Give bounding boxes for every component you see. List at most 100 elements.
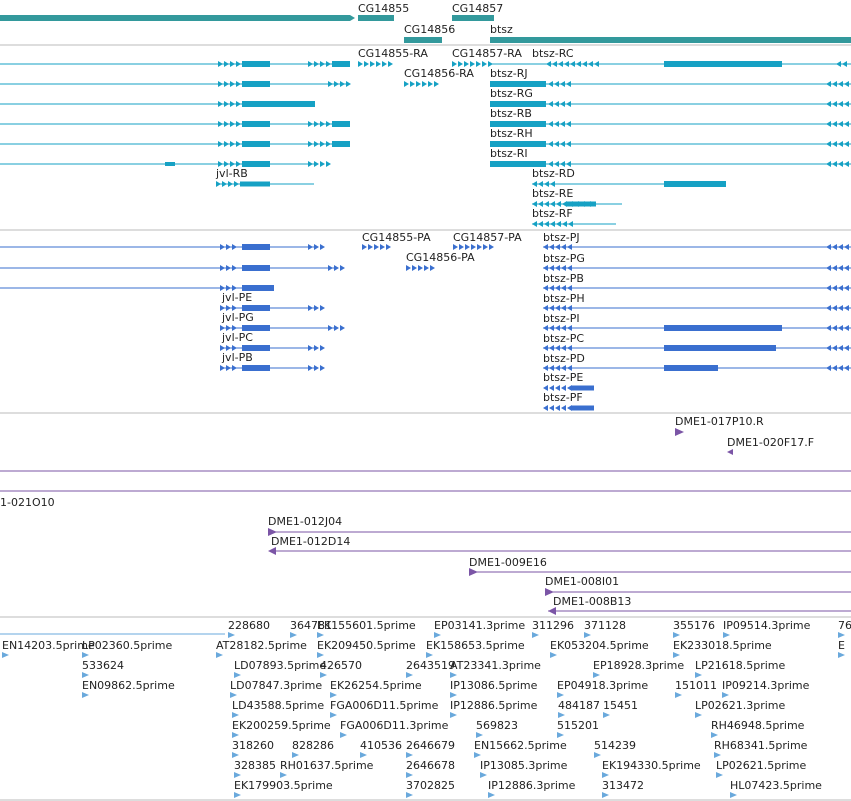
feature-arrow[interactable] xyxy=(230,141,235,147)
feature-arrow[interactable] xyxy=(410,81,415,87)
feature-arrow[interactable] xyxy=(549,244,554,250)
feature-label[interactable]: HL07423.5prime xyxy=(730,779,822,792)
feature-arrow[interactable] xyxy=(832,121,837,127)
clone-end-marker[interactable] xyxy=(548,607,556,615)
est-marker[interactable] xyxy=(593,672,600,678)
feature-label[interactable]: EN15662.5prime xyxy=(474,739,567,752)
feature-arrow[interactable] xyxy=(567,405,572,411)
feature-arrow[interactable] xyxy=(236,161,241,167)
feature-arrow[interactable] xyxy=(554,81,559,87)
est-marker[interactable] xyxy=(317,632,324,638)
feature-arrow[interactable] xyxy=(232,265,237,271)
clone-end-marker[interactable] xyxy=(675,428,684,436)
feature-arrow[interactable] xyxy=(532,201,537,207)
est-marker[interactable] xyxy=(406,752,413,758)
feature-arrow[interactable] xyxy=(549,345,554,351)
feature-arrow[interactable] xyxy=(552,61,557,67)
feature-arrow[interactable] xyxy=(543,285,548,291)
feature-arrow[interactable] xyxy=(376,61,381,67)
est-marker[interactable] xyxy=(292,752,299,758)
feature-label[interactable]: btsz-RD xyxy=(532,167,575,180)
feature-arrow[interactable] xyxy=(236,101,241,107)
feature-label[interactable]: FGA006D11.5prime xyxy=(330,699,439,712)
feature-arrow[interactable] xyxy=(561,305,566,311)
feature-arrow[interactable] xyxy=(582,61,587,67)
feature-arrow[interactable] xyxy=(555,385,560,391)
feature-exon[interactable] xyxy=(242,365,270,371)
feature-arrow[interactable] xyxy=(320,244,325,250)
feature-label[interactable]: AT28182.5prime xyxy=(216,639,307,652)
feature-arrow[interactable] xyxy=(549,305,554,311)
feature-arrow[interactable] xyxy=(232,345,237,351)
feature-arrow[interactable] xyxy=(844,161,849,167)
feature-exon[interactable] xyxy=(242,305,270,311)
feature-label[interactable]: EN14203.5prime xyxy=(2,639,95,652)
feature-arrow[interactable] xyxy=(832,141,837,147)
feature-arrow[interactable] xyxy=(218,61,223,67)
feature-arrow[interactable] xyxy=(477,244,482,250)
est-marker[interactable] xyxy=(330,712,337,718)
est-marker[interactable] xyxy=(474,752,481,758)
feature-arrow[interactable] xyxy=(308,244,313,250)
feature-label[interactable]: DME1-017P10.R xyxy=(675,415,764,428)
est-marker[interactable] xyxy=(232,752,239,758)
feature-label[interactable]: CG14856-PA xyxy=(406,251,475,264)
feature-arrow[interactable] xyxy=(832,161,837,167)
feature-label[interactable]: btsz-RH xyxy=(490,127,533,140)
feature-arrow[interactable] xyxy=(234,181,239,187)
feature-label[interactable]: btsz-PF xyxy=(543,391,583,404)
feature-arrow[interactable] xyxy=(226,265,231,271)
feature-arrow[interactable] xyxy=(555,365,560,371)
feature-arrow[interactable] xyxy=(232,244,237,250)
feature-arrow[interactable] xyxy=(226,305,231,311)
feature-arrow[interactable] xyxy=(554,121,559,127)
feature-arrow[interactable] xyxy=(320,305,325,311)
feature-label[interactable]: btsz-RB xyxy=(490,107,532,120)
feature-arrow[interactable] xyxy=(232,365,237,371)
feature-arrow[interactable] xyxy=(549,385,554,391)
feature-arrow[interactable] xyxy=(464,61,469,67)
feature-label[interactable]: EN09862.5prime xyxy=(82,679,175,692)
est-marker[interactable] xyxy=(584,632,591,638)
est-marker[interactable] xyxy=(230,692,237,698)
feature-arrow[interactable] xyxy=(308,61,313,67)
feature-arrow[interactable] xyxy=(220,345,225,351)
est-marker[interactable] xyxy=(594,752,601,758)
feature-arrow[interactable] xyxy=(232,305,237,311)
est-marker[interactable] xyxy=(480,772,487,778)
feature-label[interactable]: EK194330.5prime xyxy=(602,759,701,772)
feature-label[interactable]: EK155601.5prime xyxy=(317,619,416,632)
feature-arrow[interactable] xyxy=(548,101,553,107)
feature-arrow[interactable] xyxy=(224,61,229,67)
est-marker[interactable] xyxy=(228,632,235,638)
feature-arrow[interactable] xyxy=(832,265,837,271)
feature-arrow[interactable] xyxy=(370,61,375,67)
est-marker[interactable] xyxy=(82,652,89,658)
est-marker[interactable] xyxy=(232,732,239,738)
feature-label[interactable]: 1-021O10 xyxy=(0,496,55,509)
feature-arrow[interactable] xyxy=(236,121,241,127)
feature-arrow[interactable] xyxy=(550,221,555,227)
est-marker[interactable] xyxy=(234,672,241,678)
est-marker[interactable] xyxy=(602,772,609,778)
feature-label[interactable]: btsz-RI xyxy=(490,147,528,160)
feature-label[interactable]: 2646678 xyxy=(406,759,455,772)
est-marker[interactable] xyxy=(450,692,457,698)
feature-arrow[interactable] xyxy=(838,244,843,250)
feature-label[interactable]: EK053204.5prime xyxy=(550,639,649,652)
est-marker[interactable] xyxy=(232,712,239,718)
feature-arrow[interactable] xyxy=(844,285,849,291)
feature-label[interactable]: CG14855 xyxy=(358,2,409,15)
est-marker[interactable] xyxy=(675,692,682,698)
feature-arrow[interactable] xyxy=(844,345,849,351)
feature-arrow[interactable] xyxy=(555,325,560,331)
feature-label[interactable]: 410536 xyxy=(360,739,402,752)
feature-label[interactable]: IP09214.3prime xyxy=(722,679,810,692)
feature-label[interactable]: 355176 xyxy=(673,619,715,632)
feature-arrow[interactable] xyxy=(570,61,575,67)
feature-arrow[interactable] xyxy=(226,244,231,250)
feature-label[interactable]: LD07847.3prime xyxy=(230,679,322,692)
feature-arrow[interactable] xyxy=(562,221,567,227)
feature-arrow[interactable] xyxy=(548,121,553,127)
feature-label[interactable]: DME1-012J04 xyxy=(268,515,342,528)
